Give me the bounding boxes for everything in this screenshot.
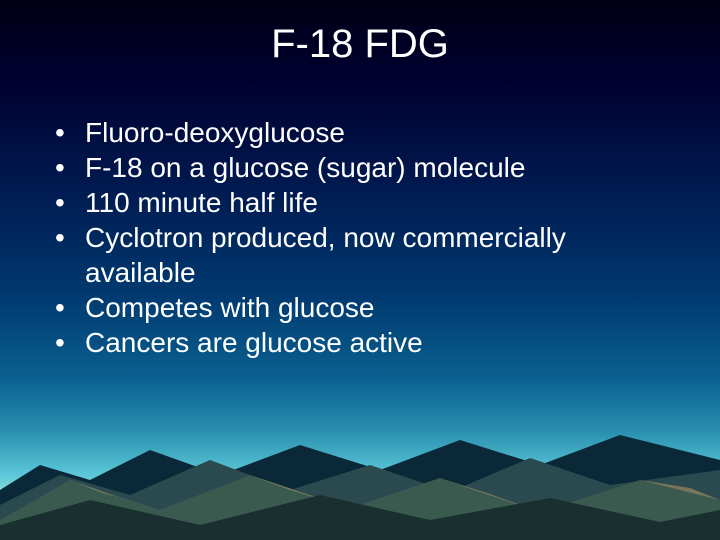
bullet-item: Cancers are glucose active bbox=[55, 325, 670, 360]
bullet-list: Fluoro-deoxyglucose F-18 on a glucose (s… bbox=[55, 115, 670, 360]
bullet-item: Competes with glucose bbox=[55, 290, 670, 325]
slide-title: F-18 FDG bbox=[0, 22, 720, 67]
bullet-item: F-18 on a glucose (sugar) molecule bbox=[55, 150, 670, 185]
bullet-item: Fluoro-deoxyglucose bbox=[55, 115, 670, 150]
bullet-item: 110 minute half life bbox=[55, 185, 670, 220]
bullet-item: Cyclotron produced, now commercially ava… bbox=[55, 220, 670, 290]
slide: F-18 FDG Fluoro-deoxyglucose F-18 on a g… bbox=[0, 0, 720, 540]
slide-content: Fluoro-deoxyglucose F-18 on a glucose (s… bbox=[55, 115, 670, 360]
mountains-illustration bbox=[0, 420, 720, 540]
